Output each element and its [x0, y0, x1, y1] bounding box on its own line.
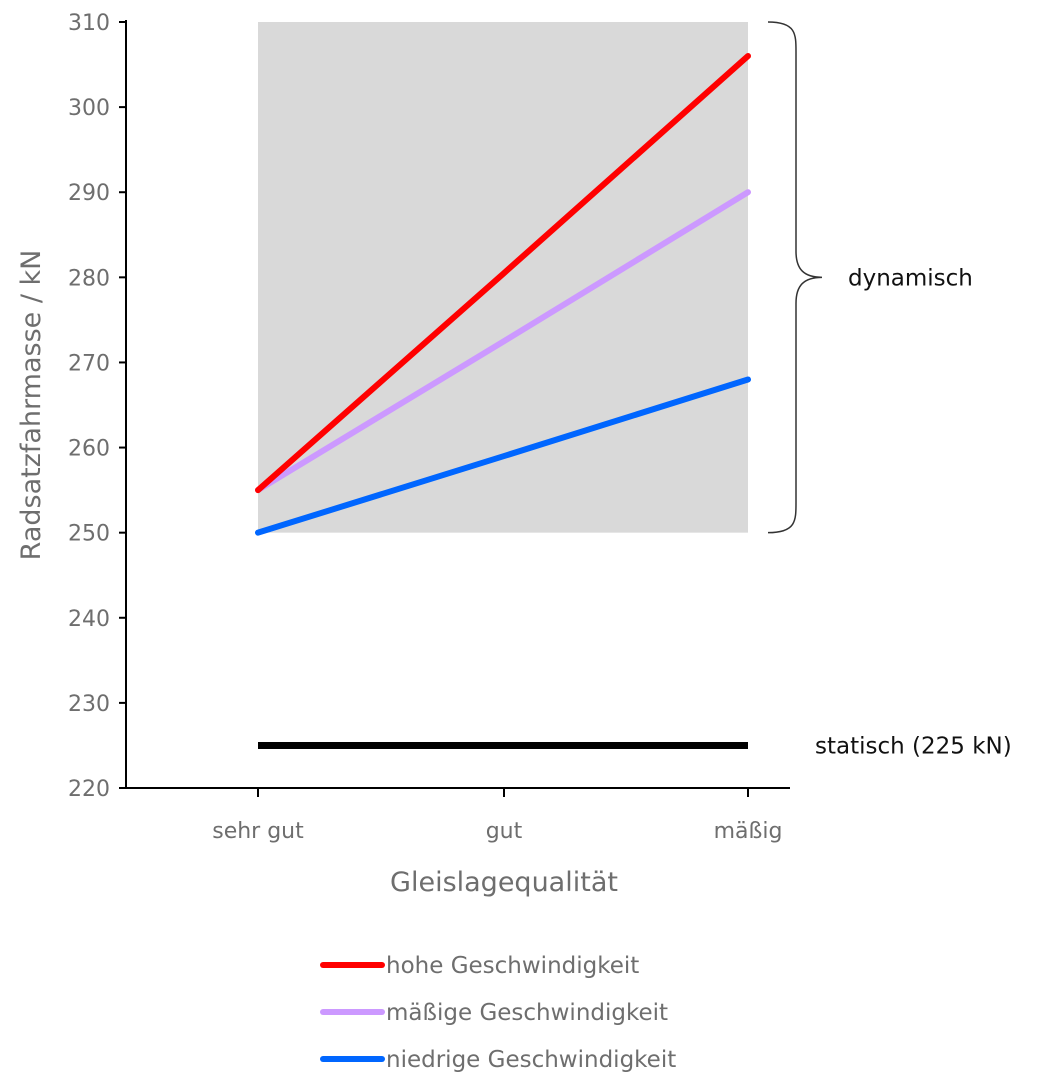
x-tick-label: sehr gut	[212, 819, 304, 844]
y-tick-label: 240	[68, 607, 110, 632]
x-tick-label: mäßig	[714, 819, 783, 844]
static-label: statisch (225 kN)	[815, 733, 1012, 759]
series-line	[255, 376, 751, 536]
y-ticks: 220 230 240 250 260 270 280 290 300 310	[68, 11, 126, 802]
y-tick-label: 300	[68, 96, 110, 121]
y-tick-label: 310	[68, 11, 110, 36]
x-tick-label: gut	[486, 819, 523, 844]
legend-label: niedrige Geschwindigkeit	[386, 1047, 676, 1073]
series-line	[255, 53, 751, 494]
dynamic-brace	[767, 21, 823, 534]
series-line	[255, 189, 751, 494]
y-tick-label: 220	[68, 777, 110, 802]
y-axis-title: Radsatzfahrmasse / kN	[16, 250, 47, 561]
x-axis-title: Gleislagequalität	[390, 867, 618, 898]
y-tick-label: 270	[68, 351, 110, 376]
legend: hohe Geschwindigkeit mäßige Geschwindigke…	[320, 953, 676, 1073]
legend-label: hohe Geschwindigkeit	[386, 953, 639, 979]
legend-label: mäßige Geschwindigkeit	[386, 1000, 668, 1026]
y-tick-label: 280	[68, 266, 110, 291]
y-tick-label: 230	[68, 692, 110, 717]
y-tick-label: 290	[68, 181, 110, 206]
series-lines	[255, 53, 751, 749]
axes	[125, 20, 790, 789]
x-ticks: sehr gut gut mäßig	[212, 788, 782, 844]
y-tick-label: 250	[68, 522, 110, 547]
y-tick-label: 260	[68, 437, 110, 462]
dynamic-label: dynamisch	[848, 265, 973, 291]
